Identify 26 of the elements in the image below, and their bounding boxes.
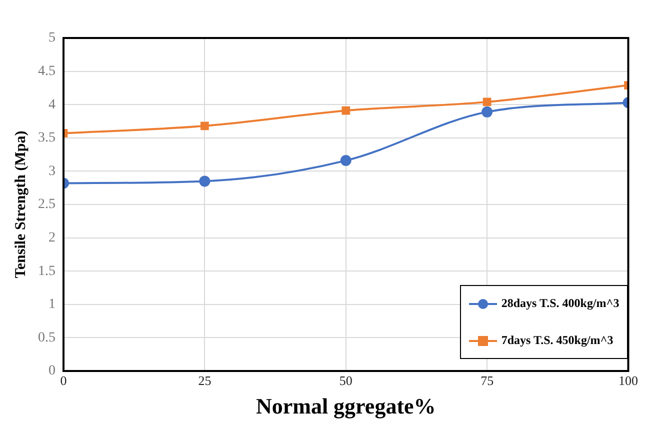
point [199, 176, 210, 187]
legend-label: 28days T.S. 400kg/m^3 [501, 296, 620, 311]
y-tick-label: 2 [48, 230, 56, 246]
point [340, 155, 352, 166]
point [482, 106, 493, 118]
y-tick-label: 5 [48, 30, 56, 46]
y-tick-label: 4.5 [38, 64, 56, 79]
y-tick-label: 3 [48, 164, 56, 179]
y-tick-label: 0.5 [38, 330, 56, 346]
point [342, 106, 350, 115]
y-tick-label: 1 [48, 297, 56, 312]
point [482, 98, 492, 106]
y-tick-label: 0 [48, 364, 56, 379]
y-axis-title: Tensile Strength (Mpa) [12, 130, 29, 278]
x-tick-label: 100 [618, 373, 638, 388]
x-tick-label: 0 [60, 373, 67, 388]
legend-label: 7days T.S. 450kg/m^3 [501, 333, 614, 348]
x-tick-label: 25 [198, 373, 212, 388]
point [200, 122, 209, 130]
y-tick-label: 4 [48, 97, 56, 112]
x-axis-title: Normal ggregate% [256, 393, 436, 418]
y-tick-label: 1.5 [38, 264, 56, 279]
y-tick-label: 3.5 [38, 130, 56, 146]
x-tick-label: 75 [480, 373, 494, 388]
y-tick-label: 2.5 [38, 197, 56, 212]
x-tick-label: 50 [339, 373, 352, 388]
